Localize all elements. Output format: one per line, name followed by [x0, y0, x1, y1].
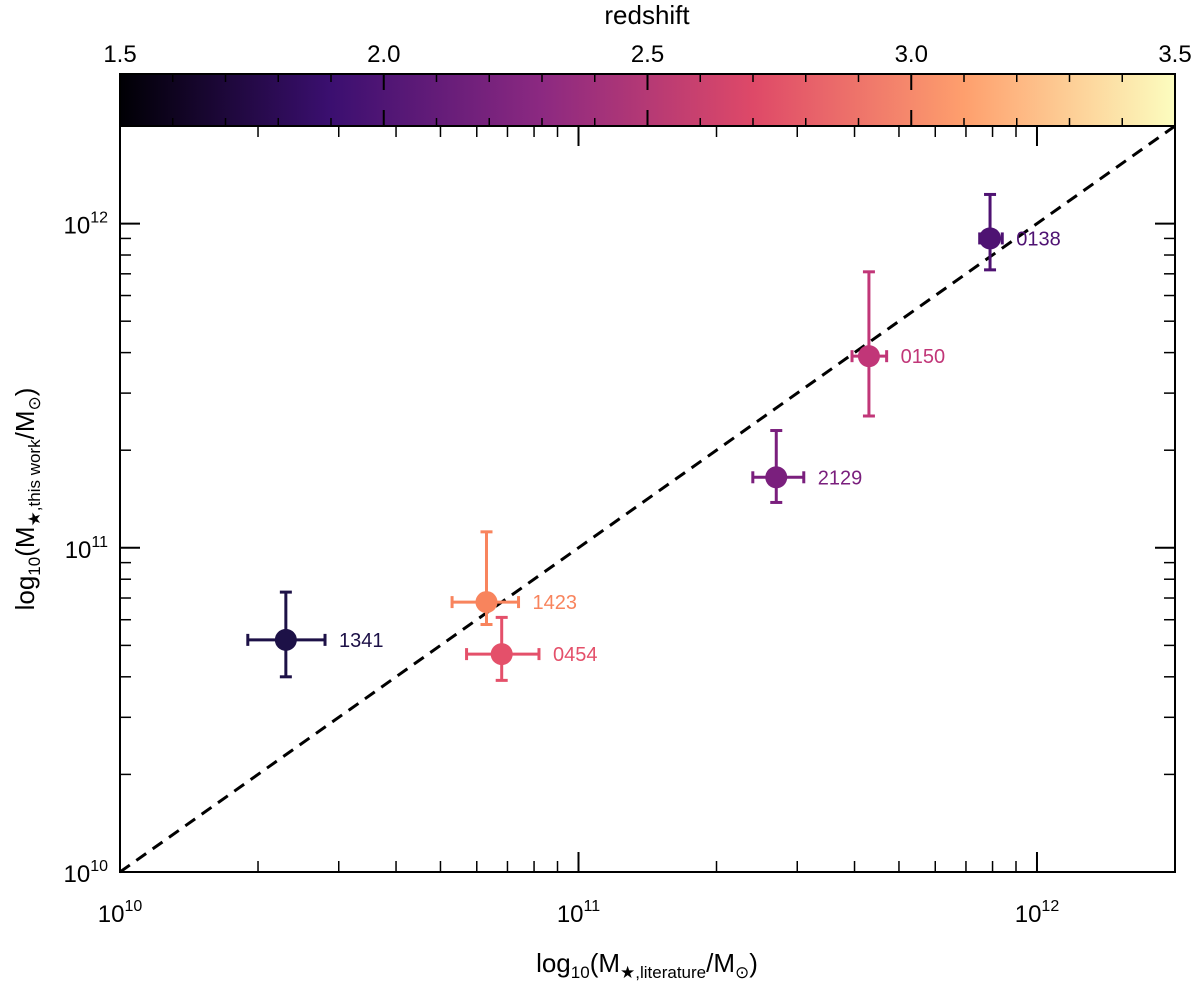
data-point-0454: 0454 — [465, 615, 598, 682]
data-point-0138: 0138 — [978, 192, 1061, 272]
point-marker — [490, 643, 513, 666]
data-points: 1341 1423 0454 2129 0150 0138 — [246, 192, 1061, 682]
y-tick-labels: 1010 1011 1012 — [64, 210, 109, 888]
y-tick-label: 1012 — [64, 210, 109, 240]
point-label: 1423 — [533, 592, 578, 614]
y-tick-label: 1010 — [64, 858, 109, 888]
colorbar-label: redshift — [604, 0, 690, 30]
point-label: 1341 — [339, 630, 384, 652]
data-point-1423: 1423 — [450, 530, 578, 626]
x-tick-label: 1011 — [557, 898, 600, 928]
plot-frame — [119, 125, 1176, 873]
colorbar-ticks — [119, 74, 1176, 126]
y-tick-label: 1011 — [65, 534, 108, 564]
major-ticks — [119, 126, 1175, 873]
point-label: 0150 — [901, 346, 946, 368]
point-label: 0454 — [553, 644, 598, 666]
colorbar-tick-label: 3.0 — [895, 41, 928, 68]
minor-ticks — [120, 125, 1176, 872]
point-marker — [979, 227, 1002, 250]
point-label: 0138 — [1016, 228, 1061, 250]
colorbar-tick-label: 1.5 — [103, 41, 136, 68]
one-to-one-line — [119, 124, 1176, 874]
data-point-1341: 1341 — [246, 590, 384, 679]
point-label: 2129 — [818, 467, 863, 489]
x-tick-labels: 1010 1011 1012 — [98, 898, 1060, 928]
colorbar-tick-label: 3.5 — [1158, 41, 1191, 68]
colorbar-tick-labels: 1.5 2.0 2.5 3.0 3.5 — [103, 41, 1191, 68]
colorbar-tick-label: 2.5 — [631, 41, 664, 68]
point-marker — [274, 628, 297, 651]
data-point-2129: 2129 — [751, 429, 863, 504]
x-axis-title: log10(M★,literature/M⊙) — [536, 948, 758, 982]
x-tick-label: 1010 — [98, 898, 143, 928]
y-axis-title: log10(M★,this work/M⊙) — [10, 388, 44, 611]
point-marker — [857, 345, 880, 368]
colorbar-tick-label: 2.0 — [367, 41, 400, 68]
point-marker — [475, 591, 498, 614]
colorbar: 1.5 2.0 2.5 3.0 3.5 redshift — [103, 0, 1192, 127]
point-marker — [765, 466, 788, 489]
data-point-0150: 0150 — [850, 270, 946, 418]
x-tick-label: 1012 — [1015, 898, 1060, 928]
